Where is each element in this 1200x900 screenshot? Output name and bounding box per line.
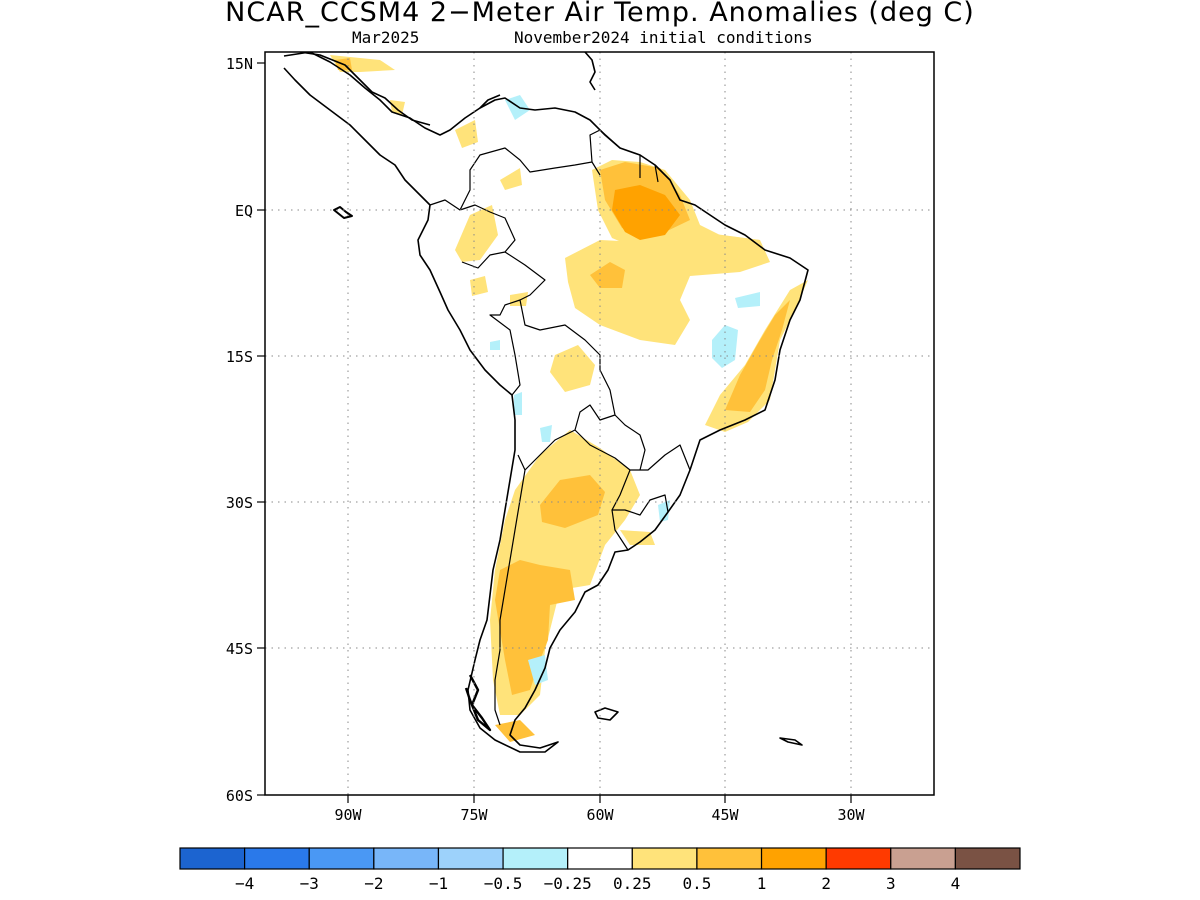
colorbar-swatch bbox=[373, 847, 440, 870]
country-borders bbox=[429, 129, 691, 726]
galapagos bbox=[333, 206, 353, 219]
lon-label-60w: 60W bbox=[586, 806, 614, 824]
anomaly-patch-amazon bbox=[565, 232, 770, 345]
anomaly-patch-uruguay bbox=[620, 530, 655, 545]
anomaly-patch-atacama-cool bbox=[514, 392, 522, 415]
coastlines bbox=[283, 52, 809, 753]
colorbar-swatch bbox=[631, 847, 698, 870]
lat-label-15n: 15N bbox=[226, 55, 253, 73]
anomaly-patch-ecuador-coast bbox=[470, 276, 488, 296]
anomaly-shading bbox=[330, 55, 808, 742]
cuba-hispaniola bbox=[584, 52, 596, 91]
anomaly-patch-northeast-cool-1 bbox=[735, 292, 760, 308]
colorbar: −4 −3 −2 −1 −0.5 −0.25 0.25 0.5 1 2 3 4 bbox=[179, 847, 1021, 893]
colorbar-label: −0.25 bbox=[544, 874, 592, 893]
colorbar-swatch bbox=[696, 847, 763, 870]
colorbar-label: −1 bbox=[429, 874, 448, 893]
anomaly-patch-brazil-inland bbox=[510, 292, 528, 306]
colorbar-swatch bbox=[825, 847, 892, 870]
south-america-coastline bbox=[283, 52, 809, 753]
anomaly-patch-peru bbox=[455, 205, 498, 262]
forecast-month: Mar2025 bbox=[352, 28, 420, 47]
lat-label-15s: 15S bbox=[226, 348, 253, 366]
colorbar-swatch bbox=[308, 847, 375, 870]
colorbar-swatch bbox=[244, 847, 310, 870]
colorbar-label: 3 bbox=[886, 874, 896, 893]
chile-fjords bbox=[464, 674, 492, 732]
anomaly-patch-patagonia-cool bbox=[528, 655, 548, 685]
colorbar-label: 2 bbox=[821, 874, 831, 893]
lon-label-90w: 90W bbox=[334, 806, 362, 824]
colorbar-label: 1 bbox=[757, 874, 767, 893]
anomaly-patch-venezuela bbox=[455, 120, 478, 148]
lat-label-eq: EQ bbox=[235, 202, 253, 220]
initial-conditions: November2024 initial conditions bbox=[514, 28, 813, 47]
colorbar-swatch bbox=[179, 847, 246, 870]
anomaly-patch-venezuela-cool bbox=[505, 95, 530, 120]
colorbar-swatch bbox=[890, 847, 956, 870]
caribbean-coast bbox=[479, 94, 501, 109]
south-georgia bbox=[779, 737, 803, 746]
anomaly-patch-colombia bbox=[500, 168, 522, 190]
colorbar-label: 0.25 bbox=[613, 874, 652, 893]
anomaly-patch-tierra-del-fuego bbox=[495, 720, 535, 742]
anomaly-patch-bolivia bbox=[550, 345, 595, 392]
colorbar-swatch bbox=[502, 847, 569, 870]
anomaly-patch-amazon-core bbox=[590, 262, 625, 288]
lat-label-60s: 60S bbox=[226, 787, 253, 805]
colorbar-label: −0.5 bbox=[484, 874, 523, 893]
lon-label-30w: 30W bbox=[837, 806, 865, 824]
colorbar-swatch bbox=[437, 847, 504, 870]
lon-label-75w: 75W bbox=[460, 806, 488, 824]
anomaly-patch-northeast-cool-2 bbox=[712, 325, 738, 368]
colorbar-label: −4 bbox=[235, 874, 254, 893]
central-america-coast bbox=[299, 52, 431, 126]
anomaly-patch-central-america bbox=[390, 100, 405, 115]
colorbar-label: 0.5 bbox=[682, 874, 711, 893]
axis-ticks bbox=[257, 62, 852, 803]
chart-title: NCAR_CCSM4 2−Meter Air Temp. Anomalies (… bbox=[225, 0, 975, 28]
colorbar-label: 4 bbox=[951, 874, 961, 893]
colorbar-label: −3 bbox=[300, 874, 319, 893]
anomaly-patch-andes-cool bbox=[540, 425, 552, 442]
anomaly-patch-pampas bbox=[540, 475, 605, 528]
colorbar-swatch bbox=[567, 847, 633, 870]
anomaly-patch-para-core bbox=[612, 185, 680, 240]
colorbar-swatch bbox=[760, 847, 827, 870]
anomaly-patch-peru-cool bbox=[490, 340, 500, 350]
lat-label-30s: 30S bbox=[226, 494, 253, 512]
lon-label-45w: 45W bbox=[711, 806, 739, 824]
colorbar-label: −2 bbox=[364, 874, 383, 893]
falkland-islands bbox=[594, 707, 619, 721]
colorbar-swatch bbox=[954, 847, 1021, 870]
anomaly-patch-east-coast bbox=[725, 300, 790, 412]
lat-label-45s: 45S bbox=[226, 640, 253, 658]
anomaly-patch-patagonia bbox=[495, 560, 575, 695]
grid-lines bbox=[265, 52, 934, 795]
